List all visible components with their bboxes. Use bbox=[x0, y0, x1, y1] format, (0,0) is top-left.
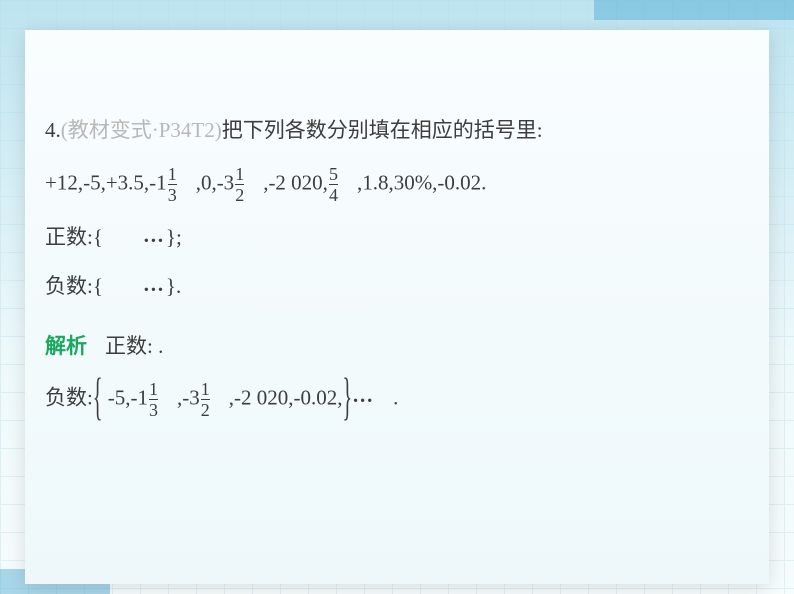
set-close: }; bbox=[166, 225, 182, 249]
answer-label: 解析 bbox=[45, 334, 87, 358]
question-text: 把下列各数分别填在相应的括号里: bbox=[222, 118, 543, 142]
ellipsis: … bbox=[143, 269, 166, 301]
answer-part: ,-2 020,-0.02, bbox=[229, 385, 343, 409]
page-card: 4.(教材变式·P34T2)把下列各数分别填在相应的括号里: +12,-5,+3… bbox=[25, 30, 769, 584]
negative-set: 负数:{ …}. bbox=[45, 271, 749, 303]
answer-part: ,-3 bbox=[177, 385, 200, 409]
answer-negative: 负数:{ -5,-113,-312,-2 020,-0.02,}…. bbox=[45, 380, 749, 419]
list-part: ,1.8,30%,-0.02. bbox=[357, 170, 487, 194]
answer-pos-text: 正数: . bbox=[105, 334, 163, 358]
set-label: 负数:{ bbox=[45, 274, 103, 298]
fraction: 13 bbox=[168, 165, 177, 204]
answer-positive: 解析正数: . bbox=[45, 331, 749, 363]
list-part: ,-2 020, bbox=[263, 170, 328, 194]
fraction: 54 bbox=[329, 165, 338, 204]
question-source: (教材变式·P34T2) bbox=[61, 118, 222, 142]
set-close: }. bbox=[166, 274, 181, 298]
question-number: 4. bbox=[45, 118, 61, 142]
answer-neg-label: 负数: bbox=[45, 385, 93, 409]
fraction: 13 bbox=[149, 380, 158, 419]
answer-part: . bbox=[393, 385, 398, 409]
ellipsis: … bbox=[143, 220, 166, 252]
list-part: ,0,-3 bbox=[196, 170, 235, 194]
fraction: 12 bbox=[201, 380, 210, 419]
left-brace-icon: { bbox=[93, 359, 103, 437]
number-list: +12,-5,+3.5,-113 ,0,-312 ,-2 020,54 ,1.8,30… bbox=[45, 165, 749, 204]
fraction: 12 bbox=[235, 165, 244, 204]
positive-set: 正数:{ …}; bbox=[45, 222, 749, 254]
list-part: +12,-5,+3.5,-1 bbox=[45, 170, 167, 194]
answer-part: -5,-1 bbox=[108, 385, 148, 409]
ellipsis: … bbox=[352, 380, 375, 412]
set-label: 正数:{ bbox=[45, 225, 103, 249]
question-stem: 4.(教材变式·P34T2)把下列各数分别填在相应的括号里: bbox=[45, 115, 749, 147]
right-brace-icon: } bbox=[342, 359, 352, 437]
